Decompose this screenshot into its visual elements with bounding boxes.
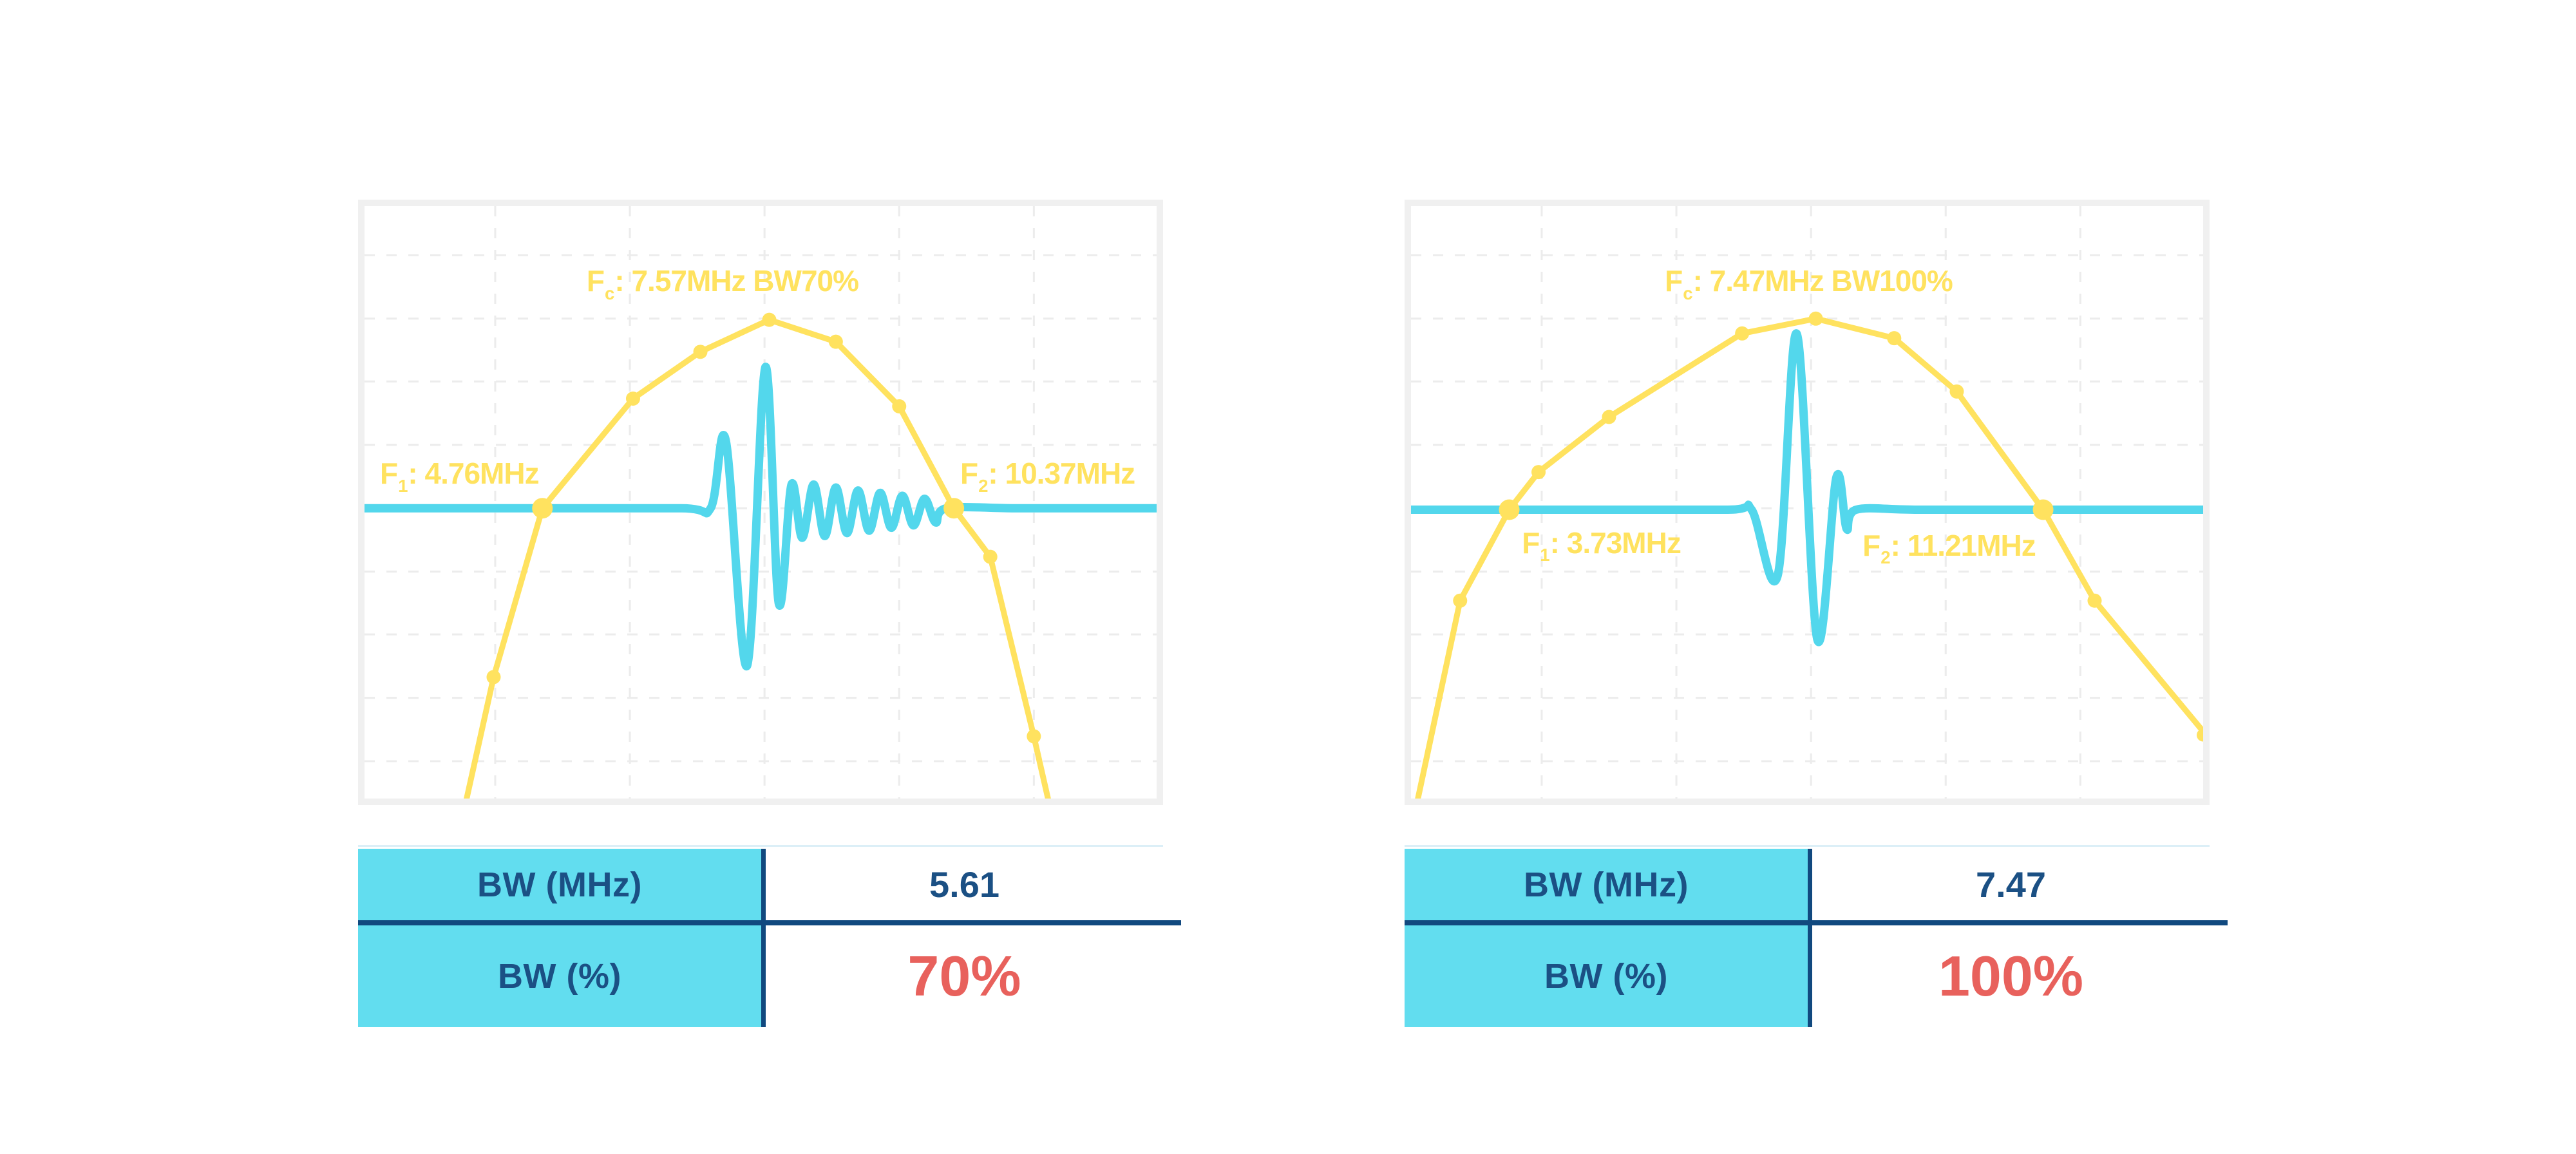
spectrum-curve (464, 317, 1051, 799)
table-row-divider (1405, 920, 2228, 925)
f1-label-text: : 3.73MHz (1549, 526, 1681, 560)
center-frequency-label: Fc: 7.47MHz BW100% (1665, 266, 1953, 302)
bw-mhz-label-cell: BW (MHz) (1405, 849, 1812, 920)
table-top-rule (358, 845, 1163, 847)
f1-frequency-label: F1: 4.76MHz (379, 457, 540, 496)
pulse-echo-curve (365, 363, 1157, 670)
fc-label-sub: c (1683, 283, 1692, 303)
bw-pct-label-cell: BW (%) (1405, 925, 1812, 1027)
f2-frequency-label: F2: 10.37MHz (960, 459, 1135, 495)
fc-label-base: F (586, 264, 605, 298)
f2-label-sub: 2 (978, 475, 988, 496)
table-row-divider (358, 920, 1181, 925)
f2-label-text: : 10.37MHz (988, 457, 1135, 491)
panel-bw70: Fc: 7.57MHz BW70% F1: 4.76MHz F2: 10.37M… (358, 200, 1181, 1037)
spectrum-curve (1415, 316, 2203, 799)
f1-label-base: F (379, 457, 398, 491)
table-row: BW (MHz) 5.61 (358, 849, 1163, 920)
table-row: BW (%) 100% (1405, 925, 2210, 1027)
table-top-rule (1405, 845, 2210, 847)
spectrum-plot-100: Fc: 7.47MHz BW100% F1: 3.73MHz F2: 11.21… (1405, 200, 2210, 805)
f1-label-sub: 1 (1540, 545, 1549, 565)
bw-mhz-value-cell: 7.47 (1812, 849, 2210, 920)
data-point-markers (1453, 311, 2203, 742)
f1-label-sub: 1 (398, 475, 408, 496)
f1-frequency-label: F1: 3.73MHz (1522, 528, 1681, 564)
bw-mhz-value-cell: 5.61 (766, 849, 1163, 920)
f1-label-text: : 4.76MHz (408, 457, 539, 491)
bandwidth-table: BW (MHz) 5.61 BW (%) 70% (358, 845, 1181, 1027)
fc-label-text: : 7.47MHz BW100% (1692, 264, 1953, 298)
spectrum-plot-svg-70 (365, 206, 1157, 799)
bw-mhz-label-cell: BW (MHz) (358, 849, 766, 920)
table-row: BW (MHz) 7.47 (1405, 849, 2210, 920)
panel-bw100: Fc: 7.47MHz BW100% F1: 3.73MHz F2: 11.21… (1405, 200, 2228, 1037)
f2-label-base: F (960, 457, 978, 491)
pulse-echo-curve (1411, 329, 2203, 647)
f2-label-text: : 11.21MHz (1890, 528, 2036, 562)
f2-label-sub: 2 (1880, 547, 1890, 568)
table-row: BW (%) 70% (358, 925, 1163, 1027)
fc-label-sub: c (605, 283, 614, 303)
fc-label-base: F (1665, 264, 1683, 298)
bw-pct-value-cell: 100% (1812, 925, 2210, 1027)
data-point-markers (486, 312, 1041, 744)
spectrum-plot-svg-100 (1411, 206, 2203, 799)
center-frequency-label: Fc: 7.57MHz BW70% (586, 264, 859, 303)
f2-label-base: F (1862, 528, 1880, 562)
bandwidth-table: BW (MHz) 7.47 BW (%) 100% (1405, 845, 2228, 1027)
spectrum-plot-70: Fc: 7.57MHz BW70% F1: 4.76MHz F2: 10.37M… (358, 200, 1163, 805)
bw-pct-label-cell: BW (%) (358, 925, 766, 1027)
fc-label-text: : 7.57MHz BW70% (614, 264, 859, 298)
f1-label-base: F (1522, 526, 1540, 560)
f2-frequency-label: F2: 11.21MHz (1862, 531, 2036, 567)
bw-pct-value-cell: 70% (766, 925, 1163, 1027)
